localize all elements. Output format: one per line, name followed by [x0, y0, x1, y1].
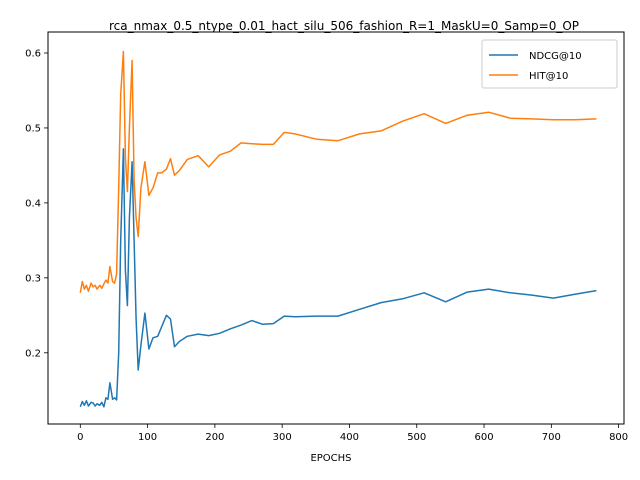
x-tick-label: 400 [340, 432, 359, 443]
x-axis-label: EPOCHS [310, 453, 351, 464]
y-tick-label: 0.2 [25, 348, 41, 359]
axes-frame [47, 31, 625, 425]
legend: NDCG@10 HIT@10 [481, 39, 618, 89]
x-tick-label: 700 [542, 432, 561, 443]
y-tick-label: 0.6 [25, 48, 41, 59]
y-tick-label: 0.4 [25, 198, 41, 209]
x-tick-label: 0 [77, 432, 83, 443]
legend-label: NDCG@10 [529, 51, 582, 62]
y-tick-label: 0.3 [25, 273, 41, 284]
series-line-2 [79, 50, 597, 293]
x-tick-label: 800 [609, 432, 628, 443]
y-tick-label: 0.5 [25, 123, 41, 134]
x-tick-label: 300 [273, 432, 292, 443]
y-axis: 0.2 0.3 0.4 0.5 0.6 [25, 48, 48, 359]
x-tick-label: 200 [205, 432, 224, 443]
series-line-1 [79, 148, 597, 408]
x-tick-label: 100 [138, 432, 157, 443]
chart-title: rca_nmax_0.5_ntype_0.01_hact_silu_506_fa… [109, 19, 579, 33]
legend-label: HIT@10 [529, 71, 568, 82]
legend-box [481, 39, 618, 89]
x-tick-label: 500 [407, 432, 426, 443]
x-axis: 0 100 200 300 400 500 600 700 800 [77, 424, 628, 443]
series-layer [79, 50, 597, 408]
plot-area [47, 31, 625, 425]
x-tick-label: 600 [474, 432, 493, 443]
